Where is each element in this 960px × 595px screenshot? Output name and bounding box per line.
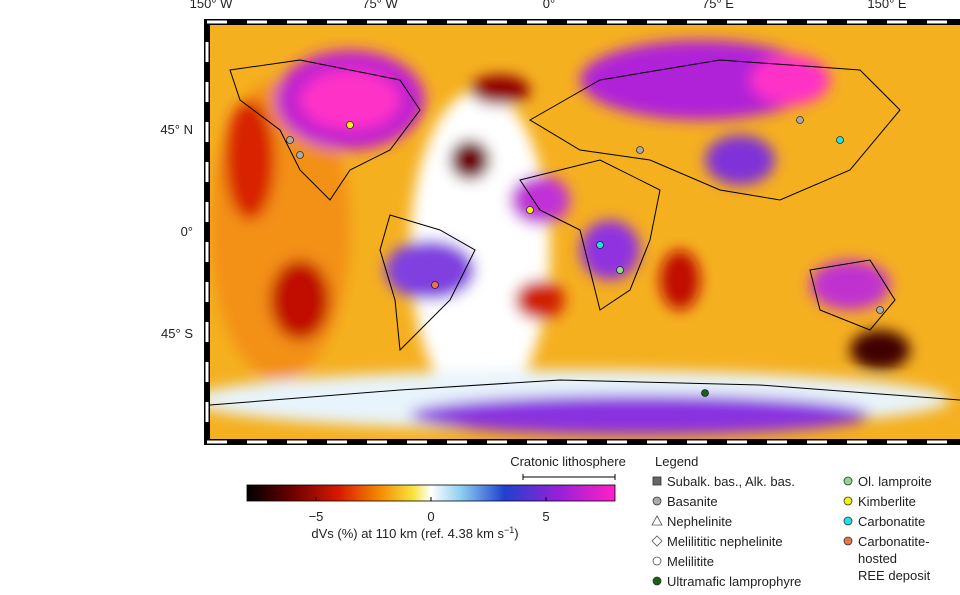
lat-tick-label: 45° S — [161, 326, 193, 341]
legend-marker — [843, 476, 853, 486]
legend-label: Melilitite — [667, 554, 714, 569]
colorbar-label-text: dVs (%) at 110 km (ref. 4.38 km s — [311, 526, 504, 541]
lon-tick-label: 75° W — [362, 0, 398, 11]
map-axes: 150° W 75° W 0° 75° E 150° E 45° N 0° 45° S — [160, 0, 907, 341]
legend-marker — [652, 576, 662, 586]
lat-tick-label: 45° N — [160, 122, 193, 137]
colorbar-label-sup: −1 — [504, 525, 514, 535]
legend-label: Kimberlite — [858, 494, 916, 509]
colorbar-tick-label: 0 — [427, 509, 434, 524]
legend-marker — [843, 496, 853, 506]
colorbar-tick-label: −5 — [309, 509, 324, 524]
legend-label: Carbonatite — [858, 514, 925, 529]
legend-marker — [651, 535, 663, 547]
legend-label: REE deposit — [858, 568, 931, 583]
tomography-map — [207, 22, 960, 442]
colorbar-label-end: ) — [514, 526, 518, 541]
lat-tick-label: 0° — [181, 224, 193, 239]
legend-label: Ultramafic lamprophyre — [667, 574, 801, 589]
legend-marker — [843, 516, 853, 526]
legend-marker — [843, 536, 853, 546]
legend-label: Subalk. bas., Alk. bas. — [667, 474, 795, 489]
colorbar-label: dVs (%) at 110 km (ref. 4.38 km s−1) — [311, 525, 518, 541]
legend-marker — [652, 496, 662, 506]
legend-label: Carbonatite- — [858, 534, 930, 549]
legend-marker — [652, 556, 662, 566]
craton-bracket — [522, 474, 616, 480]
legend-label: Ol. lamproite — [858, 474, 932, 489]
craton-label: Cratonic lithosphere — [510, 454, 626, 469]
legend-title: Legend — [655, 454, 698, 469]
legend-marker — [651, 515, 663, 526]
legend: Subalk. bas., Alk. bas. Basanite Nephelini… — [651, 474, 932, 589]
map-frame-dash — [205, 20, 960, 444]
legend-label: Nephelinite — [667, 514, 732, 529]
lon-tick-label: 0° — [543, 0, 555, 11]
legend-label: Melilititic nephelinite — [667, 534, 783, 549]
legend-label: hosted — [858, 551, 897, 566]
lon-tick-label: 150° E — [867, 0, 907, 11]
colorbar-tick-label: 5 — [542, 509, 549, 524]
legend-marker — [652, 476, 662, 486]
legend-label: Basanite — [667, 494, 718, 509]
lon-tick-label: 75° E — [702, 0, 734, 11]
lon-tick-label: 150° W — [190, 0, 234, 11]
